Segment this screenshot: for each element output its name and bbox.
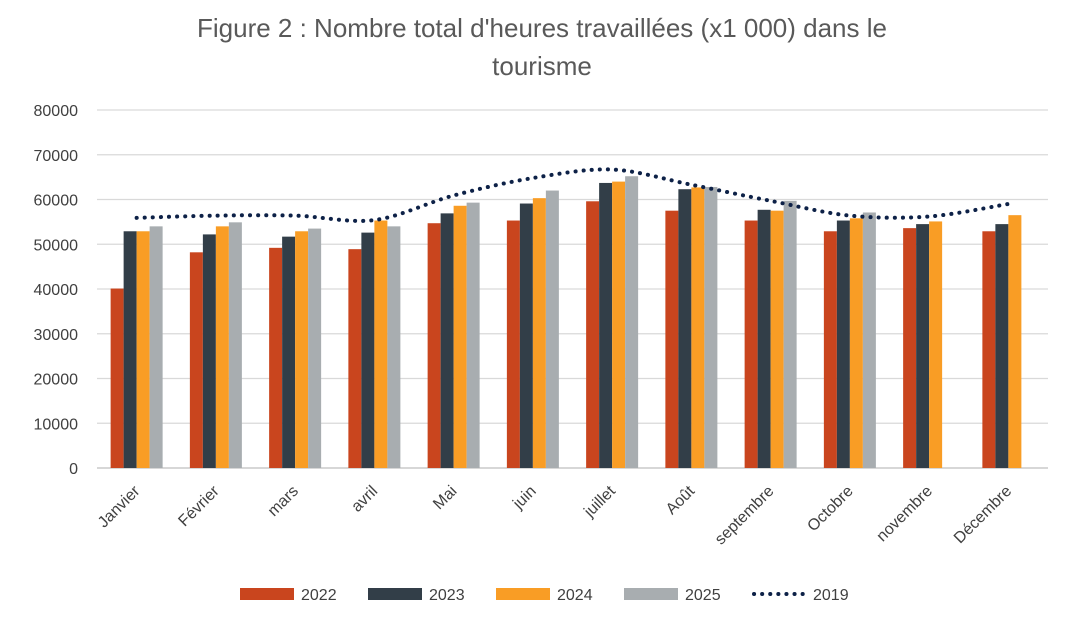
bar-2024-10 (929, 221, 943, 468)
bar-2023-11 (995, 224, 1009, 468)
bar-2025-7 (704, 186, 718, 468)
chart-title-line-1: Figure 2 : Nombre total d'heures travail… (197, 13, 887, 43)
bar-2022-7 (665, 210, 679, 468)
line-2019 (134, 167, 1011, 223)
y-tick-label: 80000 (34, 103, 79, 120)
y-tick-label: 30000 (34, 327, 79, 344)
x-tick-label: Août (663, 482, 699, 518)
x-tick-label: mars (265, 483, 302, 520)
bar-2025-8 (783, 200, 797, 468)
bar-2022-2 (269, 247, 283, 468)
legend-swatch-2023 (368, 588, 422, 600)
bar-2024-3 (374, 220, 388, 468)
chart-title-line-2: tourisme (492, 51, 592, 81)
x-tick-label: juin (509, 483, 539, 513)
x-tick-label: Décembre (951, 483, 1015, 547)
x-axis-ticks: Janvier Février mars avril Mai juin juillet Aoû… (95, 482, 1015, 548)
y-tick-label: 70000 (34, 148, 79, 165)
bar-2025-5 (545, 190, 559, 469)
bar-2023-6 (599, 182, 613, 468)
x-tick-label: Janvier (95, 482, 144, 531)
legend-swatch-2022 (240, 588, 294, 600)
bar-2025-1 (228, 222, 242, 468)
bar-2022-10 (903, 228, 917, 468)
bar-2023-8 (757, 209, 771, 469)
bar-2025-0 (149, 226, 163, 468)
series-line-2019 (134, 167, 1011, 223)
bar-2022-1 (189, 252, 203, 468)
bar-2022-3 (348, 249, 362, 468)
bars (110, 176, 1022, 469)
x-tick-label: Février (175, 482, 223, 530)
gridlines (97, 109, 1048, 469)
x-tick-label: novembre (874, 483, 936, 545)
bar-2023-5 (519, 203, 533, 468)
bar-2022-5 (506, 220, 520, 468)
bar-2022-6 (586, 201, 600, 469)
y-tick-label: 0 (69, 461, 78, 478)
bar-2024-2 (295, 231, 309, 468)
legend-label-2024: 2024 (557, 587, 593, 604)
bar-2023-1 (202, 234, 216, 468)
bar-2022-4 (427, 223, 441, 468)
bar-2023-9 (836, 220, 850, 468)
legend-label-2025: 2025 (685, 587, 721, 604)
bar-2025-2 (308, 228, 322, 468)
bar-2024-5 (532, 198, 546, 468)
legend-swatch-2024 (496, 588, 550, 600)
legend-label-2023: 2023 (429, 587, 465, 604)
bar-2024-4 (453, 205, 467, 468)
x-tick-label: septembre (712, 483, 778, 549)
bar-2023-4 (440, 213, 454, 468)
legend-label-2022: 2022 (301, 587, 337, 604)
y-tick-label: 50000 (34, 237, 79, 254)
bar-2024-1 (215, 226, 229, 468)
x-tick-label: avril (348, 483, 381, 516)
x-tick-label: Octobre (804, 483, 856, 535)
bar-2025-6 (625, 176, 639, 469)
bar-2023-10 (916, 224, 930, 468)
chart-title: Figure 2 : Nombre total d'heures travail… (197, 13, 887, 81)
bar-2024-7 (691, 187, 705, 469)
y-tick-label: 60000 (34, 193, 79, 210)
y-tick-label: 10000 (34, 416, 79, 433)
x-tick-label: Mai (430, 483, 460, 513)
bar-2022-9 (823, 231, 837, 468)
bar-2022-11 (982, 231, 996, 468)
x-tick-label: juillet (580, 482, 619, 521)
legend: 2022 2023 2024 2025 2019 (240, 587, 849, 604)
bar-2025-3 (387, 226, 401, 468)
bar-2025-9 (862, 212, 876, 468)
bar-2024-11 (1008, 215, 1022, 468)
bar-2023-7 (678, 189, 692, 468)
y-tick-label: 40000 (34, 282, 79, 299)
bar-2022-0 (110, 288, 124, 468)
bar-2024-6 (612, 181, 626, 468)
bar-2022-8 (744, 220, 758, 468)
bar-2023-3 (361, 232, 375, 468)
y-tick-label: 20000 (34, 372, 79, 389)
bar-2023-2 (282, 236, 296, 468)
y-axis-ticks: 0 10000 20000 30000 40000 50000 60000 70000 8000… (34, 103, 79, 478)
legend-swatch-2025 (624, 588, 678, 600)
bar-2024-9 (849, 218, 863, 468)
bar-2025-4 (466, 202, 480, 468)
bar-2024-8 (770, 210, 784, 468)
bar-2023-0 (123, 231, 137, 468)
legend-label-2019: 2019 (813, 587, 849, 604)
bar-2024-0 (136, 231, 150, 468)
